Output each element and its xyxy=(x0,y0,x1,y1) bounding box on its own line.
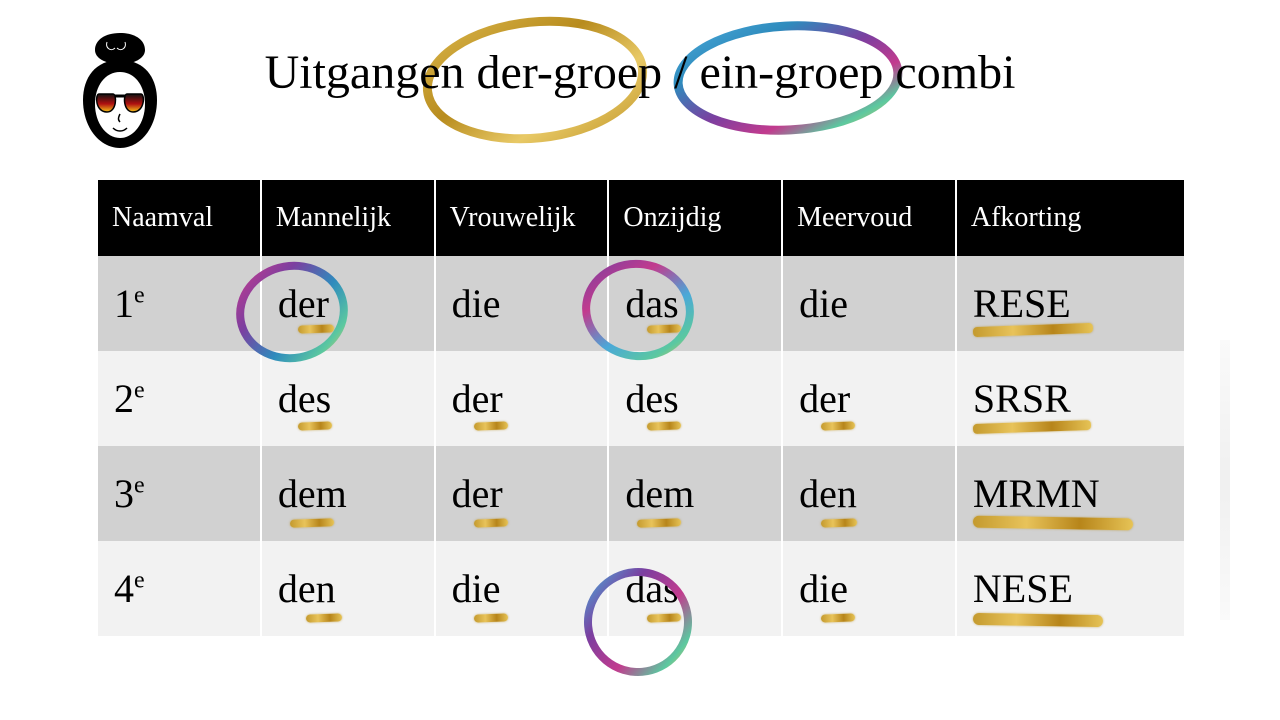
case-number: 1 xyxy=(114,281,134,326)
cell-afkorting: SRSR xyxy=(956,351,1184,446)
cell-mannelijk: den xyxy=(261,541,435,636)
col-header-vrouwelijk: Vrouwelijk xyxy=(435,180,609,256)
case-number: 4 xyxy=(114,566,134,611)
cell-text: der xyxy=(452,376,503,421)
cell-text: der xyxy=(452,471,503,516)
title-post: combi xyxy=(883,46,1015,99)
annotation-circle-r4-o xyxy=(578,562,708,692)
cell-vrouwelijk: der xyxy=(435,446,609,541)
annotation-circle-r1-o xyxy=(578,252,708,372)
cell-mannelijk: dem xyxy=(261,446,435,541)
cell-text: der xyxy=(799,376,850,421)
cell-afkorting: RESE xyxy=(956,256,1184,351)
cell-text: MRMN xyxy=(973,471,1100,516)
col-header-afkorting: Afkorting xyxy=(956,180,1184,256)
case-sup: e xyxy=(134,378,145,404)
col-header-meervoud: Meervoud xyxy=(782,180,956,256)
table-header-row: Naamval Mannelijk Vrouwelijk Onzijdig Me… xyxy=(98,180,1184,256)
title-mid: / xyxy=(662,46,699,99)
cell-meervoud: den xyxy=(782,446,956,541)
case-number: 3 xyxy=(114,471,134,516)
case-sup: e xyxy=(134,473,145,499)
cell-afkorting: MRMN xyxy=(956,446,1184,541)
cell-text: des xyxy=(625,376,678,421)
cell-afkorting: NESE xyxy=(956,541,1184,636)
annotation-circle-r1-m xyxy=(230,254,360,374)
logo-icon xyxy=(65,28,175,158)
col-header-mannelijk: Mannelijk xyxy=(261,180,435,256)
cell-text: den xyxy=(278,566,336,611)
cell-meervoud: die xyxy=(782,256,956,351)
cell-text: SRSR xyxy=(973,376,1071,421)
cell-text: dem xyxy=(625,471,694,516)
col-header-onzijdig: Onzijdig xyxy=(608,180,782,256)
cell-onzijdig: dem xyxy=(608,446,782,541)
cell-text: NESE xyxy=(973,566,1073,611)
case-sup: e xyxy=(134,283,145,309)
case-cell: 4e xyxy=(98,541,261,636)
case-sup: e xyxy=(134,568,145,594)
cell-meervoud: der xyxy=(782,351,956,446)
decorative-shadow xyxy=(1220,340,1230,620)
col-header-naamval: Naamval xyxy=(98,180,261,256)
cell-text: die xyxy=(799,566,848,611)
title-der: der-groep xyxy=(477,46,663,99)
title-pre: Uitgangen xyxy=(265,46,477,99)
cell-text: dem xyxy=(278,471,347,516)
cell-meervoud: die xyxy=(782,541,956,636)
case-number: 2 xyxy=(114,376,134,421)
cell-text: die xyxy=(452,566,501,611)
title-ein: ein-groep xyxy=(700,46,884,99)
cell-text: RESE xyxy=(973,281,1071,326)
cell-text: den xyxy=(799,471,857,516)
table-row: 3e dem der dem den MRMN xyxy=(98,446,1184,541)
page-title: Uitgangen der-groep / ein-groep combi xyxy=(265,45,1016,100)
cell-text: des xyxy=(278,376,331,421)
case-cell: 3e xyxy=(98,446,261,541)
